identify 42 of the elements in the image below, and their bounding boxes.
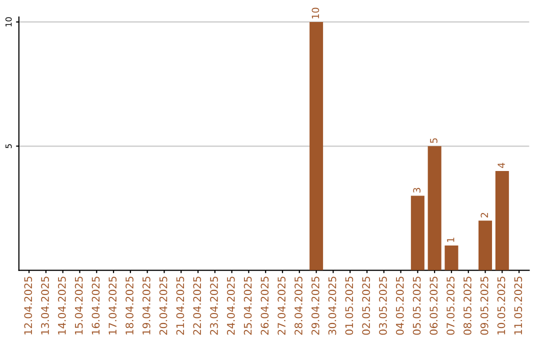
x-tick-label: 12.04.2025 <box>24 276 32 334</box>
data-label: 4 <box>498 162 505 168</box>
x-tick-label: 09.05.2025 <box>480 276 488 335</box>
data-label: 3 <box>413 188 420 193</box>
x-tick-label: 25.04.2025 <box>244 276 252 335</box>
data-label: 2 <box>480 212 488 218</box>
x-tick-label: 11.05.2025 <box>514 276 522 334</box>
bar <box>478 220 492 270</box>
x-tick-label: 23.04.2025 <box>210 276 218 335</box>
x-tick-label: 05.05.2025 <box>412 276 421 335</box>
x-tick-label: 22.04.2025 <box>193 276 202 335</box>
data-label: 1 <box>447 238 454 242</box>
x-tick-label: 21.04.2025 <box>176 276 184 335</box>
x-tick-label: 19.04.2025 <box>142 276 150 334</box>
x-tick-label: 17.04.2025 <box>108 276 117 334</box>
bar <box>495 170 509 270</box>
x-tick-label: 20.04.2025 <box>159 276 168 335</box>
x-tick-label: 13.04.2025 <box>41 276 49 334</box>
bar <box>428 146 442 270</box>
data-label: 10 <box>312 8 320 18</box>
x-tick-label: 02.05.2025 <box>362 276 370 335</box>
x-tick-label: 28.04.2025 <box>294 276 302 335</box>
x-tick-label: 18.04.2025 <box>126 276 134 334</box>
x-tick-label: 10.05.2025 <box>497 276 506 334</box>
bar <box>410 196 424 270</box>
x-tick-label: 24.04.2025 <box>226 276 235 335</box>
x-tick-label: 16.04.2025 <box>92 276 100 334</box>
x-tick-label: 14.04.2025 <box>58 276 66 334</box>
x-tick-label: 01.05.2025 <box>345 276 354 335</box>
data-label: 5 <box>430 138 438 143</box>
x-tick-label: 30.04.2025 <box>328 276 336 335</box>
x-tick-label: 04.05.2025 <box>396 276 404 335</box>
x-tick-label: 06.05.2025 <box>430 276 438 335</box>
bar <box>310 22 324 270</box>
x-tick-label: 15.04.2025 <box>74 276 83 334</box>
x-tick-label: 03.05.2025 <box>379 276 387 335</box>
bar <box>444 245 458 270</box>
x-tick-label: 27.04.2025 <box>278 276 286 335</box>
x-tick-label: 29.04.2025 <box>311 276 320 335</box>
x-tick-label: 08.05.2025 <box>464 276 472 335</box>
x-tick-label: 26.04.2025 <box>260 276 269 335</box>
x-tick-label: 07.05.2025 <box>446 276 454 335</box>
